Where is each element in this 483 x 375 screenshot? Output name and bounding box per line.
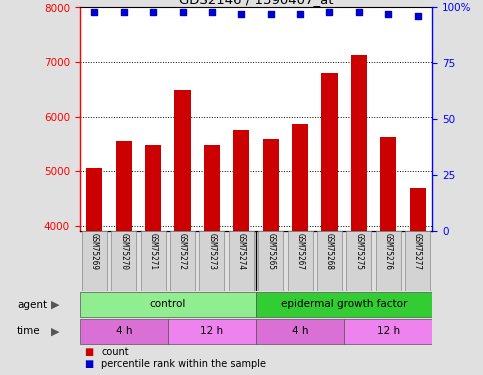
Bar bbox=[233, 130, 249, 231]
Text: agent: agent bbox=[17, 300, 47, 309]
Title: GDS2146 / 1390407_at: GDS2146 / 1390407_at bbox=[179, 0, 333, 6]
Point bbox=[296, 11, 304, 17]
Point bbox=[414, 13, 422, 20]
Bar bbox=[229, 231, 254, 291]
Bar bbox=[380, 137, 396, 231]
Text: GSM75275: GSM75275 bbox=[355, 233, 363, 270]
Text: 4 h: 4 h bbox=[115, 326, 132, 336]
Text: 12 h: 12 h bbox=[200, 326, 224, 336]
Point bbox=[208, 9, 216, 15]
Text: epidermal growth factor: epidermal growth factor bbox=[281, 299, 407, 309]
Point bbox=[149, 9, 157, 15]
Bar bbox=[321, 73, 338, 231]
Bar bbox=[405, 231, 430, 291]
Bar bbox=[86, 168, 102, 231]
Text: GSM75270: GSM75270 bbox=[119, 233, 128, 270]
Bar bbox=[116, 141, 132, 231]
Point bbox=[326, 9, 333, 15]
Text: GSM75269: GSM75269 bbox=[90, 233, 99, 270]
Text: 4 h: 4 h bbox=[292, 326, 308, 336]
Point bbox=[384, 11, 392, 17]
Text: ■: ■ bbox=[85, 359, 94, 369]
Bar bbox=[199, 231, 225, 291]
Text: GSM75268: GSM75268 bbox=[325, 233, 334, 270]
Bar bbox=[168, 320, 256, 344]
Text: ▶: ▶ bbox=[51, 300, 60, 309]
Text: GSM75265: GSM75265 bbox=[266, 233, 275, 270]
Text: GSM75267: GSM75267 bbox=[296, 233, 305, 270]
Text: time: time bbox=[17, 327, 41, 336]
Bar bbox=[344, 320, 432, 344]
Bar bbox=[376, 231, 401, 291]
Point bbox=[120, 9, 128, 15]
Bar bbox=[410, 189, 426, 231]
Point bbox=[90, 9, 98, 15]
Text: percentile rank within the sample: percentile rank within the sample bbox=[101, 359, 267, 369]
Bar bbox=[145, 145, 161, 231]
Point bbox=[267, 11, 274, 17]
Bar bbox=[111, 231, 136, 291]
Text: GSM75277: GSM75277 bbox=[413, 233, 422, 270]
Bar bbox=[141, 231, 166, 291]
Text: count: count bbox=[101, 347, 129, 357]
Text: GSM75273: GSM75273 bbox=[207, 233, 216, 270]
Text: 12 h: 12 h bbox=[377, 326, 400, 336]
Text: ▶: ▶ bbox=[51, 327, 60, 336]
Text: ■: ■ bbox=[85, 347, 94, 357]
Bar bbox=[170, 231, 195, 291]
Text: control: control bbox=[150, 299, 186, 309]
Text: GSM75272: GSM75272 bbox=[178, 233, 187, 270]
Bar bbox=[263, 140, 279, 231]
Bar bbox=[317, 231, 342, 291]
Text: GSM75271: GSM75271 bbox=[149, 233, 157, 270]
Bar bbox=[174, 90, 191, 231]
Text: GSM75276: GSM75276 bbox=[384, 233, 393, 270]
Bar bbox=[256, 292, 432, 316]
Point bbox=[179, 9, 186, 15]
Bar bbox=[80, 320, 168, 344]
Point bbox=[355, 9, 363, 15]
Bar bbox=[287, 231, 313, 291]
Text: GSM75274: GSM75274 bbox=[237, 233, 246, 270]
Bar bbox=[346, 231, 371, 291]
Point bbox=[238, 11, 245, 17]
Bar bbox=[292, 124, 308, 231]
Bar bbox=[256, 320, 344, 344]
Bar bbox=[82, 231, 107, 291]
Bar bbox=[351, 55, 367, 231]
Bar bbox=[258, 231, 283, 291]
Bar bbox=[204, 145, 220, 231]
Bar bbox=[80, 292, 256, 316]
